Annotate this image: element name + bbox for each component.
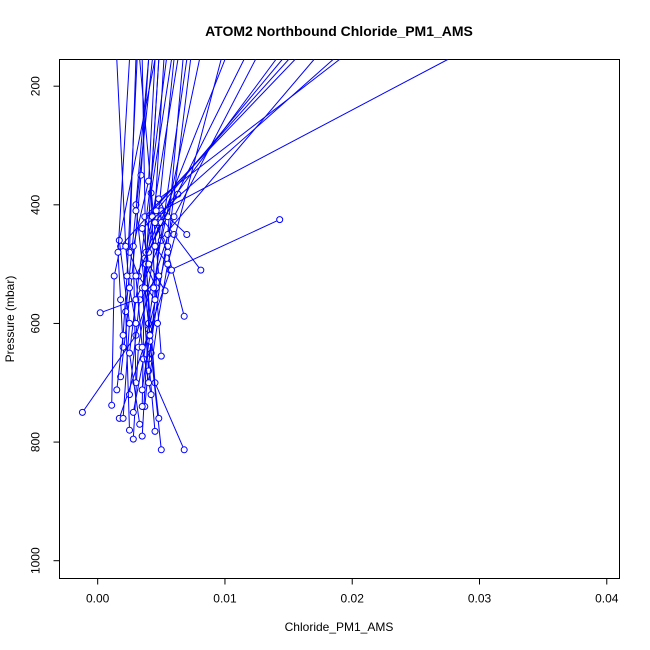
y-axis-label: Pressure (mbar) — [3, 276, 17, 363]
data-point — [148, 213, 156, 221]
data-point — [138, 403, 146, 410]
series-line — [132, 59, 315, 440]
series-line — [132, 59, 188, 413]
chart-title: ATOM2 Northbound Chloride_PM1_AMS — [205, 23, 473, 39]
y-tick-label: 800 — [29, 432, 43, 452]
data-point — [150, 284, 158, 292]
data-point — [276, 216, 284, 224]
data-point — [122, 308, 130, 316]
x-tick-label: 0.04 — [595, 592, 619, 606]
data-point — [151, 427, 159, 435]
series-line — [116, 59, 138, 390]
data-point — [129, 435, 137, 443]
y-tick-label: 1000 — [29, 547, 43, 574]
data-point — [126, 284, 133, 292]
data-point — [157, 352, 165, 360]
data-point — [126, 391, 133, 399]
x-tick-label: 0.03 — [468, 592, 492, 606]
data-point — [141, 284, 149, 292]
data-point — [145, 379, 153, 387]
data-point — [145, 260, 153, 268]
data-point — [155, 195, 163, 203]
data-point — [138, 432, 146, 440]
x-axis-label: Chloride_PM1_AMS — [285, 620, 394, 634]
series-line — [148, 59, 222, 383]
data-point — [126, 349, 133, 357]
data-point — [110, 272, 118, 280]
data-point — [151, 219, 159, 227]
y-axis: 200 400 600 800 1000 — [29, 76, 60, 574]
series-line — [155, 59, 283, 271]
data-point — [129, 242, 137, 250]
data-point — [114, 248, 122, 256]
data-point — [164, 260, 172, 268]
data-point — [119, 331, 127, 339]
data-point — [138, 343, 146, 351]
data-point — [126, 426, 133, 434]
data-point — [132, 272, 140, 280]
data-point — [117, 296, 125, 304]
data-point — [155, 414, 163, 422]
series-line — [145, 59, 179, 342]
data-point — [180, 446, 188, 454]
series-line — [141, 59, 175, 407]
data-point — [151, 242, 159, 250]
x-axis: 0.00 0.01 0.02 0.03 0.04 — [86, 578, 619, 606]
data-point — [154, 319, 161, 327]
series-line — [118, 59, 156, 419]
data-point — [157, 446, 165, 454]
y-tick-label: 200 — [29, 76, 43, 96]
series-line — [128, 59, 167, 425]
data-point — [180, 312, 188, 320]
x-tick-label: 0.01 — [213, 592, 237, 606]
y-tick-label: 400 — [29, 194, 43, 214]
data-point — [138, 386, 146, 394]
data-point — [126, 248, 133, 256]
data-point — [119, 414, 127, 422]
data-point — [152, 207, 160, 215]
data-point — [96, 309, 104, 317]
series-group — [78, 59, 448, 454]
data-point — [197, 266, 205, 274]
data-point — [146, 337, 154, 345]
data-point — [108, 401, 116, 409]
data-point — [168, 266, 175, 274]
data-point — [183, 231, 191, 238]
data-point — [78, 408, 86, 416]
data-point — [132, 207, 140, 215]
series-line — [117, 59, 130, 348]
data-point — [146, 331, 154, 339]
x-tick-label: 0.00 — [86, 592, 110, 606]
data-point — [123, 272, 131, 280]
x-tick-label: 0.02 — [341, 592, 365, 606]
series-line — [158, 59, 340, 235]
data-point — [113, 386, 121, 394]
data-point — [117, 373, 125, 381]
data-point — [147, 391, 155, 399]
series-line — [135, 59, 245, 395]
series-line — [150, 59, 448, 450]
y-tick-label: 600 — [29, 313, 43, 333]
data-point — [129, 408, 137, 416]
data-point — [137, 171, 145, 179]
data-point — [136, 420, 144, 428]
data-point — [140, 355, 147, 363]
series-line — [125, 59, 153, 431]
data-point — [126, 319, 133, 327]
series-line — [144, 59, 296, 271]
data-point — [151, 296, 159, 304]
series-line — [141, 59, 334, 292]
